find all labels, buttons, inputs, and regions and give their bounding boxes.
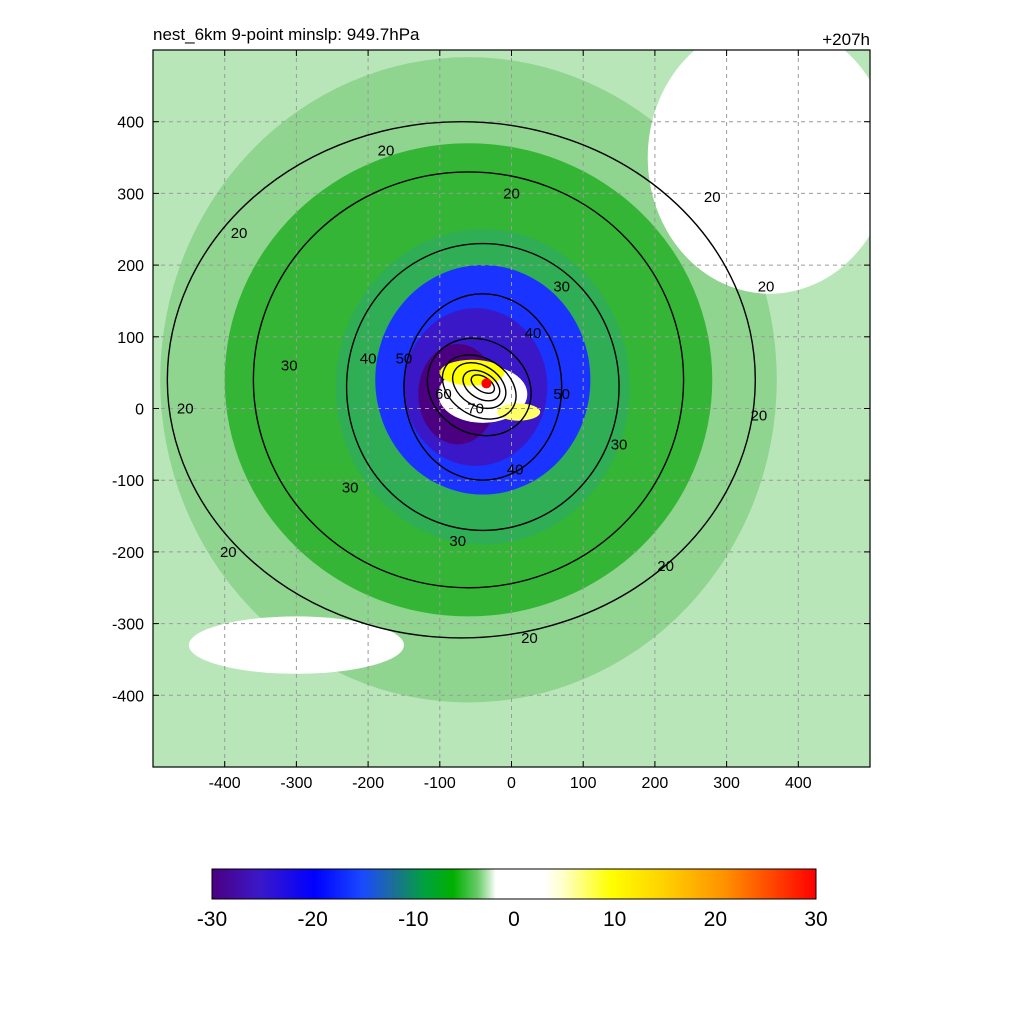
- x-tick-label: -300: [280, 775, 312, 792]
- contour-label: 20: [657, 558, 674, 575]
- contour-line: [252, 171, 685, 589]
- contour-label: 20: [177, 401, 194, 418]
- contour-line: [403, 293, 563, 481]
- x-tick-label: -200: [352, 775, 384, 792]
- contour-label: 20: [231, 225, 248, 242]
- contour-line: [345, 242, 620, 532]
- chart-title: nest_6km 9-point minslp: 949.7hPa: [153, 25, 420, 44]
- colorbar-tick-label: 30: [804, 908, 827, 931]
- contour-line: [462, 369, 501, 402]
- contour-label: 20: [751, 408, 768, 425]
- y-tick-label: -300: [112, 617, 144, 634]
- contour-label: 30: [342, 479, 359, 496]
- contour-label: 30: [449, 533, 466, 550]
- x-tick-label: -100: [424, 775, 456, 792]
- contour-label: 20: [220, 544, 237, 561]
- colorbar-tick-label: 20: [704, 908, 727, 931]
- x-tick-label: -400: [209, 775, 241, 792]
- plot-area: 20 20 20 20 20 20 20 20 20 20 30 30 30 30 30 40 40 40 50 50…: [153, 50, 870, 767]
- shaded-field: [153, 50, 870, 767]
- x-tick-label: 400: [785, 775, 812, 792]
- colorbar-ticks: -30 -20 -10 0 10 20 30: [197, 908, 828, 931]
- field-region-9: [647, 50, 870, 294]
- contour-label: 20: [704, 189, 721, 206]
- y-tick-label: 400: [117, 115, 144, 132]
- x-tick-label: 200: [642, 775, 669, 792]
- colorbar-tick-label: 0: [508, 908, 520, 931]
- wind-contours: [166, 121, 756, 639]
- storm-center-marker: [481, 378, 492, 389]
- colorbar-tick-label: -20: [297, 908, 327, 931]
- x-tick-label: 300: [713, 775, 740, 792]
- field-region-8: [497, 403, 541, 421]
- colorbar-tick-label: 10: [603, 908, 626, 931]
- contour-line: [441, 354, 517, 420]
- contour-label: 30: [281, 357, 298, 374]
- axes: -400 -300 -200 -100 0 100 200 300 40040030020010…: [112, 50, 870, 792]
- y-tick-label: 300: [117, 186, 144, 203]
- y-tick-label: -100: [112, 473, 144, 490]
- contour-label: 20: [521, 630, 538, 647]
- colorbar-tick-label: -30: [197, 908, 227, 931]
- lead-time-label: +207h: [822, 30, 870, 49]
- y-tick-label: 100: [117, 330, 144, 347]
- contour-label: 20: [503, 185, 520, 202]
- contour-label: 30: [553, 279, 570, 296]
- colorbar-gradient: [211, 868, 817, 900]
- colorbar-tick-label: -10: [398, 908, 428, 931]
- x-tick-label: 0: [507, 775, 516, 792]
- contour-line: [166, 121, 756, 639]
- contour-label: 50: [396, 350, 413, 367]
- colorbar: -30 -20 -10 0 10 20 30: [197, 868, 828, 931]
- contour-label: 20: [378, 142, 395, 159]
- contour-label: 20: [758, 279, 775, 296]
- contour-label: 40: [507, 461, 524, 478]
- contour-label: 70: [467, 401, 484, 418]
- contour-label: 50: [553, 386, 570, 403]
- contour-line: [470, 374, 496, 394]
- contour-line: [426, 337, 532, 437]
- contour-labels: 20 20 20 20 20 20 20 20 20 20 30 30 30 30 30 40 40 40 50 50…: [177, 142, 774, 647]
- contour-label: 60: [435, 386, 452, 403]
- contour-line: [451, 362, 507, 410]
- y-tick-label: -400: [112, 688, 144, 705]
- y-tick-label: 0: [135, 402, 144, 419]
- y-tick-label: -200: [112, 545, 144, 562]
- y-tick-label: 200: [117, 258, 144, 275]
- contour-label: 30: [611, 436, 628, 453]
- x-tick-label: 100: [570, 775, 597, 792]
- contour-label: 40: [360, 350, 377, 367]
- contour-label: 40: [525, 325, 542, 342]
